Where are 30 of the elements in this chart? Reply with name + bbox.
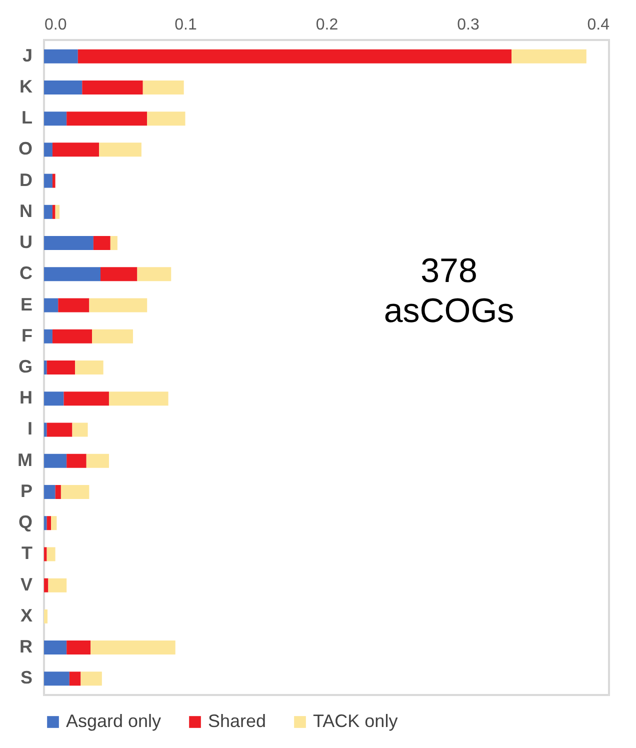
y-tick-label: Q (18, 512, 32, 532)
x-tick-label: 0.2 (316, 16, 338, 34)
x-tick-label: 0.3 (457, 16, 480, 34)
legend-label: Asgard only (66, 711, 162, 731)
y-tick-label: S (20, 668, 32, 688)
y-tick-label: P (20, 480, 32, 501)
x-tick-label: 0.0 (44, 16, 67, 34)
y-tick-label: U (20, 232, 32, 252)
y-tick-label: C (20, 263, 32, 284)
y-tick-label: F (22, 325, 32, 346)
y-tick-label: I (27, 418, 32, 439)
y-tick-label: O (18, 138, 32, 159)
annotation: 378 asCOGs (384, 252, 514, 330)
x-tick-label: 0.1 (174, 16, 197, 34)
y-tick-label: K (20, 76, 32, 96)
y-tick-label: V (20, 574, 32, 594)
legend-label: TACK only (313, 711, 398, 731)
y-tick-label: X (20, 605, 32, 626)
y-tick-label: L (22, 108, 32, 128)
y-tick-label: H (20, 388, 32, 408)
y-tick-label: T (22, 543, 32, 564)
legend-label: Shared (208, 711, 266, 731)
y-tick-label: N (20, 200, 32, 221)
x-tick-label: 0.4 (587, 16, 610, 34)
y-tick-label: E (20, 294, 32, 314)
y-tick-label: R (20, 636, 32, 657)
y-tick-label: J (22, 45, 32, 66)
y-tick-label: M (18, 450, 32, 470)
y-tick-label: G (18, 356, 32, 376)
y-tick-label: D (20, 170, 32, 190)
